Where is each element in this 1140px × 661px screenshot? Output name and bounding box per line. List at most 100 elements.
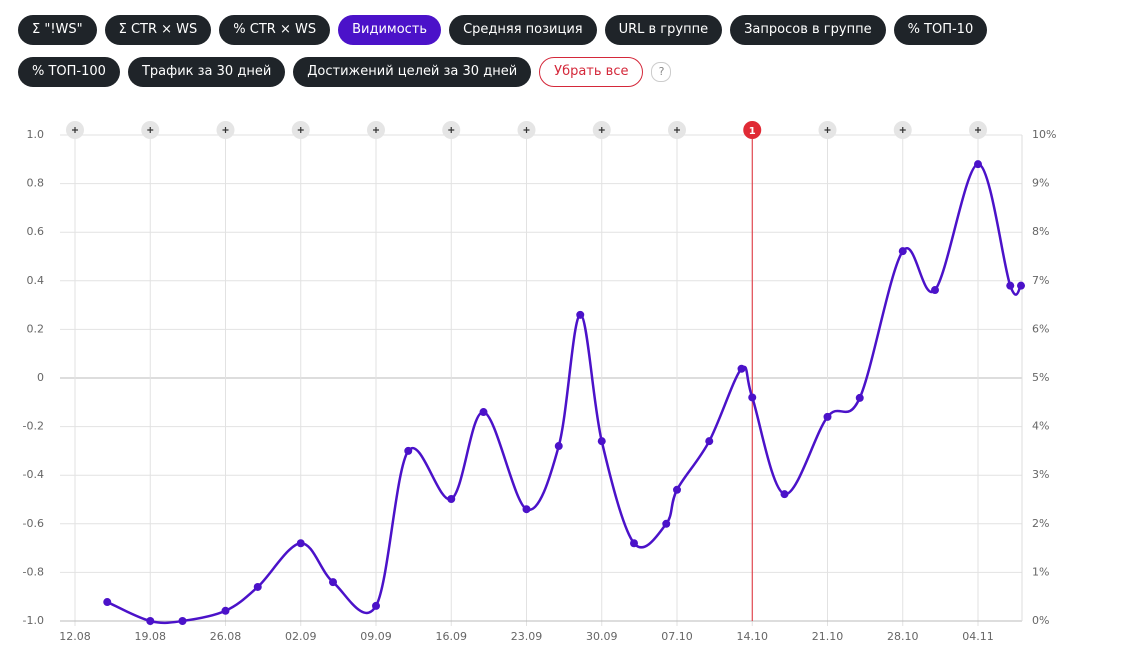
add-annotation[interactable] [291,121,310,139]
y2-tick-label: 1% [1032,565,1049,578]
x-tick-label: 07.10 [661,630,693,643]
data-point [1017,281,1025,290]
data-point [597,437,606,446]
y2-tick-label: 6% [1032,322,1049,335]
metric-button[interactable]: Средняя позиция [449,15,597,45]
y2-tick-label: 10% [1032,128,1056,141]
y-tick-label: -0.8 [23,565,44,578]
plus-icon [147,127,154,133]
y2-tick-label: 8% [1032,225,1049,238]
metric-button[interactable]: Трафик за 30 дней [127,57,286,87]
toolbar: Σ "!WS" Σ CTR × WS% CTR × WS Видимость Сред… [18,15,1028,87]
metric-button[interactable]: % CTR × WS [219,15,331,45]
y2-tick-label: 4% [1032,420,1049,433]
x-tick-label: 09.09 [360,630,392,643]
y-tick-label: 0.8 [27,177,45,190]
plus-icon [448,127,455,133]
x-tick-label: 12.08 [59,630,91,643]
plus-icon [674,127,680,133]
data-point [662,519,671,528]
add-annotation[interactable] [442,121,461,139]
y-tick-label: -0.4 [23,468,44,481]
data-point [178,617,187,625]
data-point [737,364,746,373]
x-tick-label: 26.08 [210,630,242,643]
y-tick-label: 0.2 [27,322,45,335]
y2-tick-label: 9% [1032,177,1049,190]
data-point [146,617,155,625]
metric-button[interactable]: Запросов в группе [730,15,886,45]
add-annotation[interactable] [969,121,987,139]
data-point [404,446,413,455]
clear-button[interactable]: Убрать все [539,57,644,87]
x-tick-label: 04.11 [962,630,994,643]
metric-button[interactable]: Видимость [338,15,442,45]
data-point [253,582,262,591]
data-point [296,539,305,548]
x-tick-label: 02.09 [285,630,317,643]
series-line [106,162,1023,625]
x-tick-label: 21.10 [812,630,844,643]
data-point [855,393,864,402]
data-point [1006,281,1015,290]
x-tick-label: 14.10 [737,630,769,643]
plus-icon [824,127,831,133]
data-point [705,437,714,446]
x-tick-label: 19.08 [135,630,167,643]
y-tick-label: 0.6 [27,225,45,238]
annotation-marker[interactable] [743,121,762,139]
data-point [479,408,488,417]
metric-button[interactable]: Σ "!WS" [18,15,97,45]
data-point [823,412,832,421]
metric-button[interactable]: URL в группе [604,15,723,45]
x-tick-label: 16.09 [436,630,468,643]
add-annotation[interactable] [818,121,837,139]
x-tick-label: 30.09 [586,630,618,643]
plus-icon [72,127,78,133]
data-point [931,286,939,295]
y2-tick-label: 0% [1032,614,1049,627]
plus-icon [373,127,379,133]
add-annotation[interactable] [367,121,385,139]
metric-button[interactable]: % ТОП-10 [893,15,988,45]
add-annotation[interactable] [141,121,160,139]
plus-icon [222,127,229,133]
y-tick-label: -0.2 [23,420,44,433]
plus-icon [975,127,981,133]
x-tick-label: 28.10 [887,630,919,643]
x-tick-label: 23.09 [511,630,543,643]
add-annotation[interactable] [592,121,611,139]
add-annotation[interactable] [668,121,686,139]
y-tick-label: 1.0 [27,128,45,141]
y-tick-label: 0.4 [27,274,45,287]
y2-tick-label: 2% [1032,517,1049,530]
plus-icon [899,127,906,133]
data-point [554,442,563,451]
y2-tick-label: 3% [1032,468,1049,481]
data-point [898,247,907,256]
metric-button[interactable]: % ТОП-100 [18,57,120,87]
help-icon[interactable]: ? [651,62,672,82]
add-annotation[interactable] [66,121,84,139]
plus-icon [297,127,304,133]
plus-icon [523,127,530,133]
data-point [748,393,757,402]
y2-tick-label: 7% [1032,274,1049,287]
add-annotation[interactable] [216,121,235,139]
add-annotation[interactable] [517,121,536,139]
data-point [103,598,112,607]
data-point [329,578,337,587]
data-point [522,505,531,514]
metric-button[interactable]: Достижений целей за 30 дней [293,57,532,87]
data-point [372,601,380,610]
data-point [630,539,638,548]
y-tick-label: -1.0 [23,614,44,627]
plus-icon [598,127,605,133]
data-point [673,485,681,494]
data-point [780,490,789,499]
add-annotation[interactable] [893,121,912,139]
metric-button[interactable]: Σ CTR × WS [104,15,212,45]
data-point [447,495,456,504]
